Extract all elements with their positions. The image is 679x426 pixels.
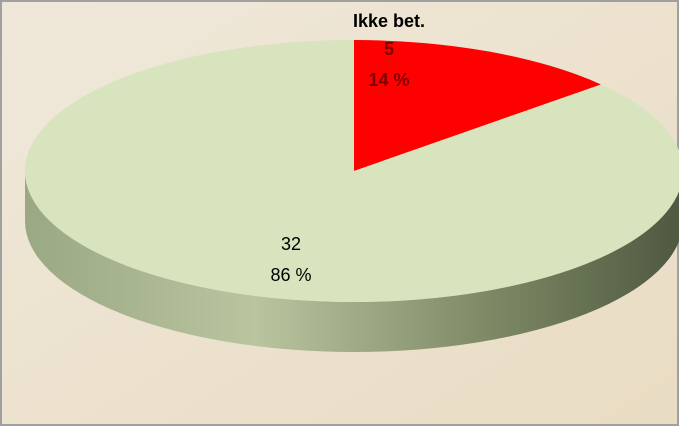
slice xyxy=(354,40,601,171)
slice-value-label: 5 xyxy=(384,39,394,59)
slice-side xyxy=(25,171,679,352)
slice xyxy=(25,40,679,302)
slice-category-label: Ikke bet. xyxy=(353,11,425,31)
slice-value-label: 32 xyxy=(281,234,301,254)
plot: Ikke bet. 5 14 % 32 86 % xyxy=(25,11,679,352)
slice-percent-label: 14 % xyxy=(368,70,409,90)
slice-percent-label: 86 % xyxy=(270,265,311,285)
